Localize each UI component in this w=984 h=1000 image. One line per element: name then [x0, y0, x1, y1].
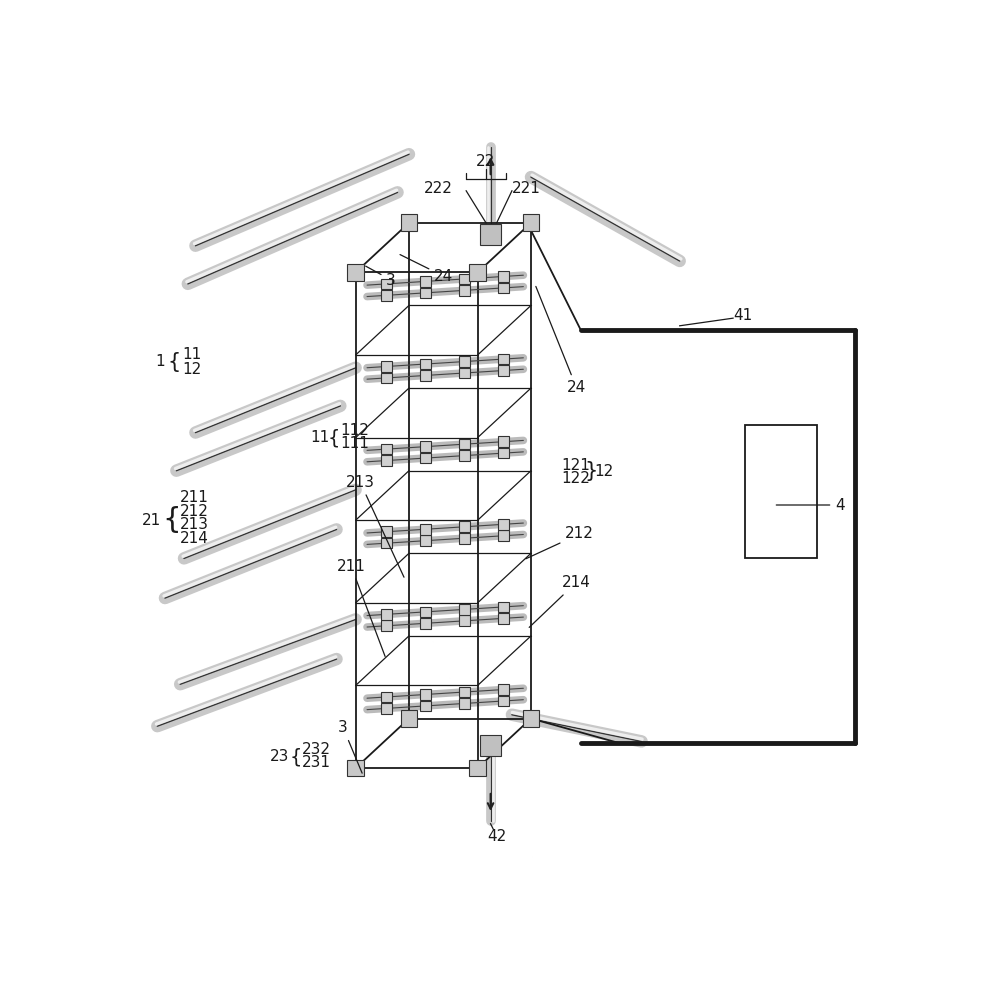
Text: 11: 11	[310, 430, 329, 445]
Bar	[460, 604, 470, 615]
Bar	[381, 444, 392, 454]
Bar	[381, 361, 392, 372]
Bar	[381, 526, 392, 537]
Text: 3: 3	[366, 266, 396, 288]
Bar	[381, 455, 392, 466]
Bar	[499, 436, 509, 447]
Text: 4: 4	[776, 497, 845, 512]
Text: 24: 24	[400, 255, 454, 284]
Bar	[499, 684, 509, 695]
Text: 12: 12	[182, 362, 202, 377]
Bar	[460, 439, 470, 449]
Bar	[460, 687, 470, 697]
Bar	[460, 450, 470, 461]
Text: 213: 213	[180, 517, 210, 532]
Text: 1: 1	[155, 354, 164, 369]
Text: 221: 221	[512, 181, 541, 196]
Bar	[499, 271, 509, 282]
Bar	[480, 224, 501, 245]
Bar	[499, 613, 509, 624]
Text: 231: 231	[302, 755, 332, 770]
Bar	[499, 448, 509, 458]
Text: 21: 21	[142, 513, 161, 528]
Text: 232: 232	[302, 742, 332, 757]
Text: 22: 22	[475, 154, 495, 169]
Bar	[381, 279, 392, 289]
Text: 42: 42	[487, 829, 507, 844]
Bar	[420, 276, 431, 287]
Bar	[420, 535, 431, 546]
Bar	[745, 425, 817, 558]
Bar	[420, 607, 431, 617]
Bar	[460, 274, 470, 284]
Bar	[523, 214, 539, 231]
Bar	[400, 214, 417, 231]
Text: }: }	[584, 461, 597, 481]
Bar	[460, 521, 470, 532]
Bar	[420, 288, 431, 298]
Text: 121: 121	[562, 458, 590, 473]
Text: 222: 222	[423, 181, 453, 196]
Bar	[420, 453, 431, 463]
Text: 112: 112	[340, 423, 369, 438]
Bar	[420, 618, 431, 629]
Bar	[460, 368, 470, 378]
Bar	[347, 760, 364, 776]
Bar	[460, 615, 470, 626]
Text: {: {	[328, 428, 339, 447]
Bar	[381, 290, 392, 301]
Text: 212: 212	[180, 504, 209, 519]
Text: {: {	[289, 747, 302, 766]
Bar	[420, 689, 431, 700]
Text: 122: 122	[562, 471, 590, 486]
Bar	[460, 356, 470, 367]
Text: 213: 213	[345, 475, 404, 577]
Bar	[499, 283, 509, 293]
Bar	[460, 698, 470, 709]
Bar	[523, 710, 539, 727]
Text: 111: 111	[340, 436, 369, 451]
Bar	[499, 696, 509, 706]
Bar	[499, 519, 509, 530]
Bar	[460, 285, 470, 296]
Text: {: {	[167, 352, 180, 372]
Bar	[420, 370, 431, 381]
Text: 3: 3	[338, 720, 362, 773]
Bar	[499, 530, 509, 541]
Text: 24: 24	[536, 286, 586, 395]
Text: 23: 23	[270, 749, 288, 764]
Bar	[381, 692, 392, 702]
Bar	[420, 441, 431, 452]
Text: 12: 12	[594, 464, 614, 479]
Bar	[381, 620, 392, 631]
Bar	[420, 524, 431, 535]
Text: 211: 211	[337, 559, 385, 656]
Bar	[420, 701, 431, 711]
Bar	[381, 609, 392, 620]
Bar	[499, 365, 509, 376]
Bar	[347, 264, 364, 281]
Bar	[469, 760, 486, 776]
Text: 214: 214	[529, 575, 590, 627]
Text: 211: 211	[180, 490, 209, 505]
Bar	[499, 602, 509, 612]
Bar	[381, 703, 392, 714]
Text: 11: 11	[182, 347, 202, 362]
Bar	[460, 533, 470, 544]
Bar	[420, 359, 431, 369]
Text: 212: 212	[525, 526, 594, 559]
Text: {: {	[162, 506, 181, 534]
Bar	[499, 354, 509, 364]
Bar	[400, 710, 417, 727]
Bar	[480, 735, 501, 756]
Text: 214: 214	[180, 531, 209, 546]
Bar	[469, 264, 486, 281]
Bar	[381, 373, 392, 383]
Bar	[381, 538, 392, 548]
Text: 41: 41	[733, 308, 753, 323]
